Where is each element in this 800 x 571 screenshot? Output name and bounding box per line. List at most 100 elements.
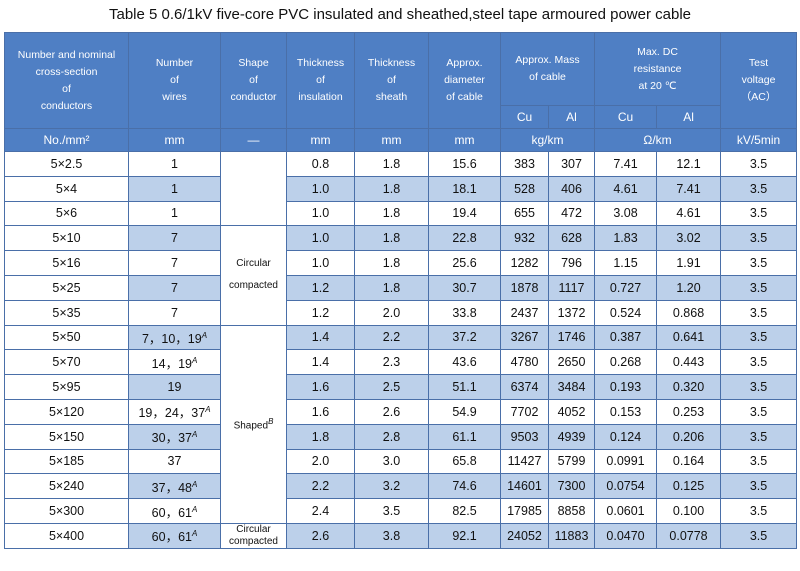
cell-size: 5×4 [4,175,129,202]
footnote-mark: A [191,529,198,539]
table-row: 5×240 37，48A 2.2 3.2 74.6 14601 7300 0.0754 0.12… [4,473,798,500]
cell-insulation: 1.0 [286,200,355,227]
cell-mass-cu: 2437 [500,299,549,326]
cell-wires: 7 [128,274,221,301]
cell-test-voltage: 3.5 [720,374,798,400]
cell-mass-al: 628 [547,225,596,252]
cell-test-voltage: 3.5 [720,225,798,252]
cell-sheath: 1.8 [354,225,429,252]
cell-test-voltage: 3.5 [720,498,798,524]
cell-wires: 7 [128,299,221,326]
unit-sheath: mm [354,128,429,152]
cell-size: 5×150 [4,423,129,450]
table-row: 5×120 19，24，37A 1.6 2.6 54.9 7702 4052 0.153 0.2… [4,398,798,425]
cell-size: 5×16 [4,250,129,276]
cell-size: 5×35 [4,299,129,326]
cell-res-cu: 0.524 [594,299,658,326]
cell-res-al: 0.206 [656,423,722,450]
header-mass-cu: Cu [500,105,549,129]
cell-res-al: 0.320 [656,374,722,400]
cell-mass-al: 8858 [547,498,596,524]
cell-sheath: 3.0 [354,448,429,475]
cell-size: 5×400 [4,522,129,549]
cell-mass-cu: 24052 [500,522,549,549]
table-row: 5×16 7 1.0 1.8 25.6 1282 796 1.15 1.91 3.5 [4,250,798,276]
cell-res-al: 7.41 [656,175,722,202]
cell-sheath: 2.5 [354,374,429,400]
unit-test-voltage: kV/5min [720,128,798,152]
cell-diameter: 74.6 [428,473,501,500]
cell-mass-al: 4939 [547,423,596,450]
header-test-voltage: Test voltage （AC） [720,32,798,129]
cell-res-cu: 0.193 [594,374,658,400]
unit-shape: — [220,128,287,152]
cell-test-voltage: 3.5 [720,423,798,450]
cell-size: 5×120 [4,398,129,425]
cell-insulation: 2.0 [286,448,355,475]
cell-size: 5×2.5 [4,151,129,177]
cell-res-cu: 0.387 [594,324,658,351]
cell-wires: 37 [128,448,221,475]
cell-sheath: 2.2 [354,324,429,351]
footnote-mark: A [191,430,198,439]
cell-wires: 19，24，37A [128,398,221,425]
table-row: 5×35 7 1.2 2.0 33.8 2437 1372 0.524 0.868 3.5 [4,299,798,326]
cell-mass-al: 7300 [547,473,596,500]
cell-wires: 1 [128,200,221,227]
cell-test-voltage: 3.5 [720,349,798,376]
footnote-mark: A [191,355,198,365]
table-row: 5×4 1 1.0 1.8 18.1 528 406 4.61 7.41 3.5 [4,175,798,202]
cell-insulation: 1.0 [286,225,355,252]
cell-mass-cu: 4780 [500,349,549,376]
cell-test-voltage: 3.5 [720,473,798,500]
cell-mass-cu: 528 [500,175,549,202]
cell-res-cu: 0.268 [594,349,658,376]
cell-diameter: 19.4 [428,200,501,227]
cell-size: 5×50 [4,324,129,351]
cell-diameter: 61.1 [428,423,501,450]
cell-test-voltage: 3.5 [720,522,798,549]
cell-mass-cu: 17985 [500,498,549,524]
cell-res-al: 0.443 [656,349,722,376]
table-row: 5×50 7，10，19A ShapedB 1.4 2.2 37.2 3267 1746 0.3… [4,324,798,524]
cell-size: 5×25 [4,274,129,301]
cell-insulation: 1.6 [286,374,355,400]
cell-diameter: 25.6 [428,250,501,276]
cell-res-cu: 3.08 [594,200,658,227]
cell-sheath: 2.3 [354,349,429,376]
cell-insulation: 2.6 [286,522,355,549]
cell-size: 5×95 [4,374,129,400]
cell-res-al: 0.164 [656,448,722,475]
cell-insulation: 1.2 [286,299,355,326]
cell-res-cu: 4.61 [594,175,658,202]
header-mass-al: Al [547,105,596,129]
footnote-mark: A [191,479,198,489]
table-row: 5×95 19 1.6 2.5 51.1 6374 3484 0.193 0.320 3.5 [4,374,798,400]
unit-insulation: mm [286,128,355,152]
cell-size: 5×6 [4,200,129,227]
cell-diameter: 51.1 [428,374,501,400]
cell-res-cu: 0.0470 [594,522,658,549]
cell-shape-circular: Circular compacted [220,225,287,326]
unit-resistance: Ω/km [594,128,722,152]
cell-res-al: 1.20 [656,274,722,301]
cell-diameter: 37.2 [428,324,501,351]
cell-size: 5×300 [4,498,129,524]
cell-diameter: 33.8 [428,299,501,326]
cell-mass-cu: 1282 [500,250,549,276]
cell-sheath: 3.2 [354,473,429,500]
cell-diameter: 30.7 [428,274,501,301]
cell-mass-al: 5799 [547,448,596,475]
cell-sheath: 2.8 [354,423,429,450]
cell-res-al: 12.1 [656,151,722,177]
cell-res-cu: 0.727 [594,274,658,301]
cell-sheath: 2.6 [354,398,429,425]
table-row: 5×10 7 Circular compacted 1.0 1.8 22.8 932 628 1.… [4,225,798,326]
cell-mass-cu: 11427 [500,448,549,475]
cell-size: 5×70 [4,349,129,376]
cell-sheath: 1.8 [354,200,429,227]
cell-size: 5×240 [4,473,129,500]
cell-mass-cu: 655 [500,200,549,227]
cell-res-al: 0.868 [656,299,722,326]
cell-wires: 1 [128,151,221,177]
